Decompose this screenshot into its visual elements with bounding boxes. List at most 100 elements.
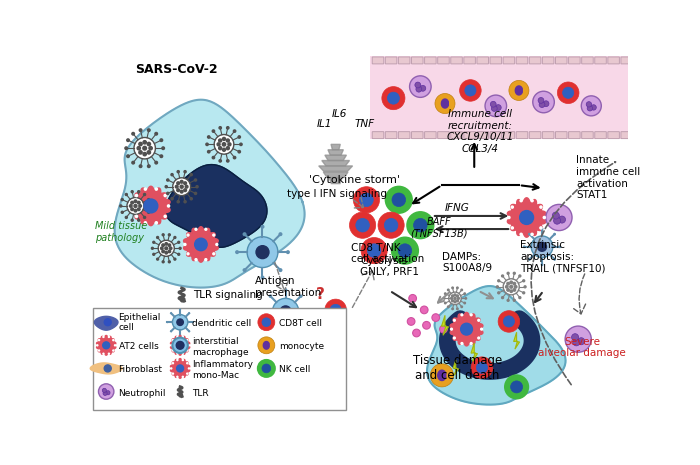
FancyBboxPatch shape [464, 132, 475, 139]
Circle shape [165, 186, 167, 188]
Circle shape [131, 208, 134, 211]
Circle shape [444, 302, 446, 304]
Circle shape [508, 272, 509, 274]
Text: TLR signaling: TLR signaling [193, 290, 263, 300]
Circle shape [299, 325, 302, 328]
Circle shape [269, 294, 272, 298]
FancyBboxPatch shape [372, 57, 384, 64]
Circle shape [423, 321, 430, 329]
Circle shape [449, 292, 461, 305]
Circle shape [137, 208, 140, 211]
FancyBboxPatch shape [477, 132, 489, 139]
Circle shape [581, 96, 601, 116]
Circle shape [461, 343, 463, 345]
Circle shape [180, 185, 183, 188]
Circle shape [164, 194, 167, 197]
Circle shape [149, 146, 153, 150]
Circle shape [454, 294, 456, 296]
Circle shape [465, 85, 476, 96]
Circle shape [452, 295, 454, 297]
Circle shape [538, 98, 544, 103]
Circle shape [591, 105, 596, 110]
Circle shape [387, 92, 400, 104]
Circle shape [205, 259, 206, 260]
Circle shape [187, 350, 188, 351]
Circle shape [511, 206, 513, 208]
Circle shape [195, 228, 197, 230]
Circle shape [162, 261, 164, 263]
Circle shape [505, 286, 508, 288]
Circle shape [219, 159, 221, 162]
Circle shape [476, 362, 488, 373]
Circle shape [148, 165, 150, 167]
Circle shape [416, 86, 421, 92]
Circle shape [519, 275, 521, 277]
Circle shape [181, 190, 183, 193]
Circle shape [368, 244, 381, 258]
Circle shape [168, 250, 171, 252]
Polygon shape [328, 150, 343, 155]
Circle shape [106, 391, 110, 395]
Polygon shape [515, 86, 522, 95]
Circle shape [151, 247, 153, 249]
Circle shape [587, 106, 593, 111]
Circle shape [456, 308, 459, 310]
Circle shape [557, 82, 579, 104]
Text: CD8 T/NK
cell activation: CD8 T/NK cell activation [351, 243, 424, 264]
Polygon shape [183, 227, 218, 262]
Circle shape [552, 212, 559, 219]
Text: Fibroblast: Fibroblast [118, 365, 162, 374]
Circle shape [392, 238, 418, 264]
Circle shape [103, 336, 104, 338]
Polygon shape [97, 335, 116, 355]
Circle shape [240, 143, 242, 146]
Text: SARS-CoV-2: SARS-CoV-2 [135, 63, 218, 76]
Circle shape [153, 241, 155, 243]
Circle shape [461, 289, 463, 291]
Circle shape [172, 338, 188, 353]
Circle shape [170, 330, 172, 332]
FancyBboxPatch shape [398, 57, 410, 64]
Circle shape [164, 215, 167, 218]
Circle shape [170, 312, 172, 314]
Circle shape [503, 316, 514, 327]
Circle shape [108, 353, 109, 354]
Circle shape [465, 298, 466, 299]
Circle shape [167, 205, 169, 207]
Circle shape [213, 234, 215, 236]
Circle shape [269, 325, 272, 328]
Text: BAFF
(TNFSF13B): BAFF (TNFSF13B) [410, 217, 468, 239]
Circle shape [134, 138, 155, 159]
Circle shape [578, 338, 584, 345]
Circle shape [227, 159, 229, 162]
Polygon shape [442, 99, 448, 108]
Polygon shape [171, 335, 190, 355]
Circle shape [454, 337, 455, 339]
Circle shape [125, 216, 127, 219]
Circle shape [179, 247, 181, 249]
Circle shape [130, 205, 132, 207]
Circle shape [184, 244, 186, 246]
Circle shape [496, 286, 498, 288]
Circle shape [102, 388, 106, 392]
Circle shape [212, 156, 215, 159]
Circle shape [258, 337, 275, 354]
Circle shape [496, 105, 501, 111]
Polygon shape [471, 343, 477, 361]
Circle shape [540, 227, 543, 230]
Circle shape [524, 286, 526, 288]
Circle shape [507, 282, 510, 285]
Circle shape [177, 376, 178, 378]
Circle shape [456, 295, 459, 297]
Circle shape [464, 293, 466, 294]
Circle shape [540, 227, 542, 229]
Circle shape [113, 339, 114, 341]
Circle shape [196, 186, 198, 188]
FancyBboxPatch shape [568, 57, 580, 64]
FancyBboxPatch shape [542, 132, 554, 139]
FancyBboxPatch shape [608, 132, 620, 139]
Circle shape [461, 323, 473, 335]
Circle shape [573, 339, 580, 346]
Text: Extrinsic
apoptosis:
TRAIL (TNFSF10): Extrinsic apoptosis: TRAIL (TNFSF10) [520, 240, 606, 273]
Circle shape [440, 326, 447, 333]
